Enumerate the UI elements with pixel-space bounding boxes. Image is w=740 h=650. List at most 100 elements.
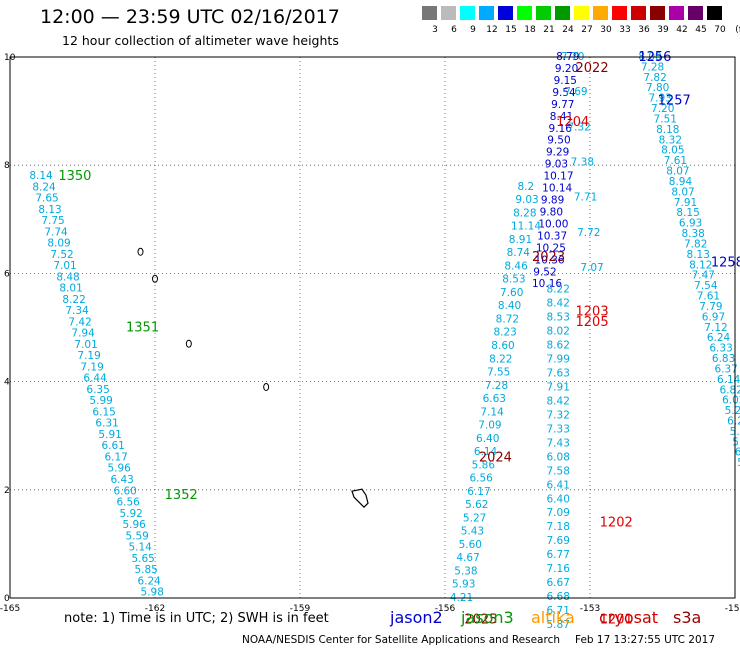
wave-height-value: 6.40 (547, 493, 570, 505)
wave-height-value: 4.67 (456, 552, 479, 564)
wave-height-value: 6.44 (83, 373, 107, 385)
wave-height-value: 8.05 (661, 145, 684, 157)
wave-height-value: 7.61 (697, 291, 720, 303)
wave-height-value: 8.24 (32, 181, 56, 193)
pass-time-label: 1204 (556, 115, 589, 130)
wave-height-value: 7.19 (77, 350, 100, 362)
legend-swatch (517, 6, 532, 20)
wave-height-value: 10.25 (536, 242, 566, 254)
wave-height-value: 7.60 (500, 287, 523, 299)
wave-height-value: 8.13 (687, 249, 710, 261)
legend-label: 21 (543, 25, 555, 35)
legend-swatch (441, 6, 456, 20)
wave-height-value: 5.85 (134, 564, 157, 576)
wave-height-value: 11.14 (511, 221, 541, 233)
wave-height-value: 8.22 (489, 353, 512, 365)
wave-height-value: 8.74 (507, 247, 531, 259)
wave-height-value: 6.71 (547, 605, 570, 617)
wave-height-value: 6.41 (547, 479, 570, 491)
wave-height-value: 5.43 (461, 526, 484, 538)
wave-height-value: 9.77 (551, 99, 574, 111)
wave-height-value: 6.17 (467, 486, 490, 498)
wave-height-value: 9.16 (549, 123, 573, 135)
wave-height-value: 8.53 (547, 312, 570, 324)
wave-height-value: 7.94 (71, 328, 95, 340)
wave-height-value: 7.01 (53, 260, 76, 272)
wave-height-value: 8.13 (38, 204, 61, 216)
pass-time-label: 1350 (58, 169, 91, 184)
wave-height-value: 6.33 (709, 343, 732, 355)
wave-height-value: 8.40 (498, 300, 521, 312)
wave-height-value: 7.09 (547, 507, 570, 519)
y-tick-label: 4 (4, 378, 10, 388)
wave-height-value: 7.91 (547, 381, 570, 393)
wave-height-value: 7.61 (664, 155, 687, 167)
wave-height-value: 7.19 (80, 361, 103, 373)
wave-height-value: 6.63 (483, 393, 506, 405)
wave-height-value: 9.29 (546, 147, 569, 159)
wave-height-value: 9.80 (540, 206, 563, 218)
legend-swatch (688, 6, 703, 20)
wave-height-value: 7.75 (41, 215, 64, 227)
legend-swatch (536, 6, 551, 20)
wave-height-value: 7.51 (654, 113, 677, 125)
legend-swatch (707, 6, 722, 20)
wave-height-value: 5.70 (737, 457, 740, 469)
wave-height-value: 7.18 (547, 521, 570, 533)
legend-label: 70 (714, 25, 726, 35)
wave-height-value: 7.69 (564, 86, 587, 98)
wave-height-value: 6.24 (707, 332, 731, 344)
wave-height-value: 7.93 (648, 93, 671, 105)
legend-label: 15 (505, 25, 517, 35)
wave-height-value: 6.43 (110, 474, 133, 486)
wave-height-value: 8.41 (550, 111, 573, 123)
wave-height-value: 10.00 (538, 218, 568, 230)
wave-height-value: 8.28 (513, 207, 536, 219)
wave-height-value: 6.40 (476, 433, 499, 445)
wave-height-value: 5.92 (119, 508, 142, 520)
wave-height-value: 8.23 (493, 327, 516, 339)
wave-height-value: 7.52 (50, 249, 73, 261)
wave-height-value: 6.83 (712, 353, 735, 365)
island-big-island (351, 488, 369, 509)
wave-height-value: 10.16 (532, 278, 562, 290)
wave-height-value: 9.50 (547, 135, 570, 147)
wave-height-value: 5.27 (463, 512, 486, 524)
wave-height-value: 7.16 (547, 563, 571, 575)
island-molokai (263, 383, 270, 392)
pass-time-label: 1203 (576, 304, 609, 319)
wave-height-value: 5.14 (128, 542, 152, 554)
sat-label-jason3: jason3 (461, 608, 514, 627)
x-tick-label: -156 (435, 604, 456, 614)
wave-height-value: 7.82 (684, 238, 707, 250)
pass-time-label: 1201 (600, 613, 633, 628)
wave-height-value: 10.17 (543, 171, 573, 183)
legend-label: 9 (470, 25, 476, 35)
legend-swatch (669, 6, 684, 20)
wave-height-value: 7.14 (480, 406, 504, 418)
wave-height-value: 7.32 (567, 121, 590, 133)
wave-height-value: 6.24 (137, 575, 161, 587)
pass-time-label: 2024 (479, 450, 512, 465)
pass-time-label: 1202 (600, 515, 633, 530)
legend-label: 24 (562, 25, 574, 35)
wave-height-value: 7.69 (547, 535, 570, 547)
wave-height-value: 6.08 (547, 451, 570, 463)
map-frame (9, 56, 736, 599)
legend-swatch (479, 6, 494, 20)
wave-height-value: 8.32 (659, 134, 682, 146)
wave-height-value: 5.98 (141, 587, 164, 599)
wave-height-value: 5.62 (465, 499, 488, 511)
pass-time-label: 2023 (532, 250, 565, 265)
wave-height-value: 5.38 (454, 565, 477, 577)
wave-height-value: 10.36 (535, 254, 565, 266)
wave-height-value: 5.96 (107, 463, 131, 475)
legend-swatch (460, 6, 475, 20)
wave-height-value: 6.26 (727, 415, 740, 427)
legend-swatch (498, 6, 513, 20)
wave-height-value: 7.28 (641, 61, 664, 73)
wave-height-value: 7.01 (74, 339, 97, 351)
map-subtitle: 12 hour collection of altimeter wave hei… (62, 33, 339, 48)
y-tick-label: 2 (4, 486, 10, 496)
legend-swatch (574, 6, 589, 20)
